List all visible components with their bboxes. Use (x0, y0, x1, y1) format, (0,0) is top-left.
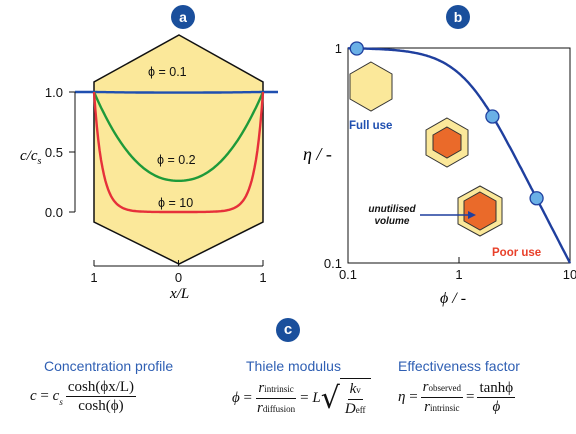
a-y-tick-label: 0.0 (45, 205, 63, 220)
panel-a-letter: a (179, 9, 187, 25)
panel-b-badge: b (446, 5, 470, 29)
effectiveness-equation: η = robserved rintrinsic = tanhϕ ϕ (398, 379, 516, 415)
poor-use-particle (457, 185, 503, 237)
a-series-label-2: ϕ = 10 (158, 196, 193, 210)
panel-a-badge: a (171, 5, 195, 29)
b-x-tick-label: 0.1 (339, 267, 357, 282)
thiele-heading: Thiele modulus (246, 358, 341, 374)
b-marker-1 (485, 109, 500, 124)
concentration-heading: Concentration profile (44, 358, 174, 374)
b-y-tick-label: 0.1 (324, 256, 342, 271)
panel-b-letter: b (454, 9, 463, 25)
a-y-label: c/cs (20, 148, 41, 167)
a-y-tick-label: 1.0 (45, 85, 63, 100)
a-x-tick-label: 1 (90, 270, 97, 285)
partial-use-particle (425, 117, 469, 168)
b-x-tick-label: 10 (563, 267, 576, 282)
b-x-tick-label: 1 (455, 267, 462, 282)
a-series-1 (92, 91, 265, 182)
panel-a-chart: ϕ = 0.1 ϕ = 0.2 ϕ = 10 0.0 0.5 1.0 1 0 1 x/L c… (20, 34, 278, 302)
panel-c-badge: c (276, 318, 300, 342)
b-x-label: ϕ / - (440, 290, 466, 307)
unutilised-arrow (420, 211, 476, 219)
full-use-label: Full use (349, 120, 392, 132)
poor-use-label: Poor use (492, 247, 541, 259)
a-x-tick-label: 0 (175, 270, 182, 285)
a-y-tick-label: 0.5 (45, 145, 63, 160)
a-series-2 (92, 91, 265, 214)
b-eta-curve (348, 47, 572, 264)
a-series-label-1: ϕ = 0.2 (157, 153, 196, 167)
a-series-label-0: ϕ = 0.1 (148, 65, 187, 79)
a-x-tick-label: 1 (259, 270, 266, 285)
unutilised-label: unutilised (368, 204, 416, 215)
effectiveness-heading: Effectiveness factor (398, 358, 520, 374)
b-y-tick-label: 1 (335, 41, 342, 56)
b-marker-0 (349, 41, 364, 56)
full-use-particle (349, 61, 393, 112)
panel-b-chart: 0.1 1 10 0.1 1 Full use unutilised volume Po… (303, 41, 576, 307)
volume-label: volume (374, 216, 409, 227)
a-x-label: x/L (169, 286, 189, 302)
b-marker-2 (529, 191, 544, 206)
b-y-label: η / - (303, 144, 332, 164)
a-series-0 (75, 90, 278, 94)
thiele-equation: ϕ = rintrinsic rdiffusion = L √ kv Deff (232, 378, 371, 419)
